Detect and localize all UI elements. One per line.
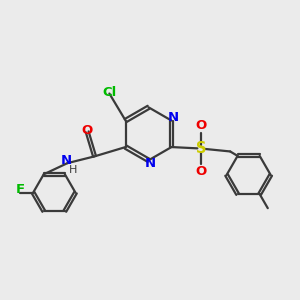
Text: N: N <box>167 110 178 124</box>
Text: Cl: Cl <box>103 86 117 99</box>
Text: H: H <box>69 165 77 175</box>
Text: N: N <box>144 157 156 170</box>
Text: S: S <box>196 141 206 156</box>
Text: O: O <box>195 119 206 132</box>
Text: F: F <box>15 183 24 196</box>
Text: O: O <box>81 124 92 137</box>
Text: N: N <box>60 154 71 167</box>
Text: O: O <box>195 165 206 178</box>
